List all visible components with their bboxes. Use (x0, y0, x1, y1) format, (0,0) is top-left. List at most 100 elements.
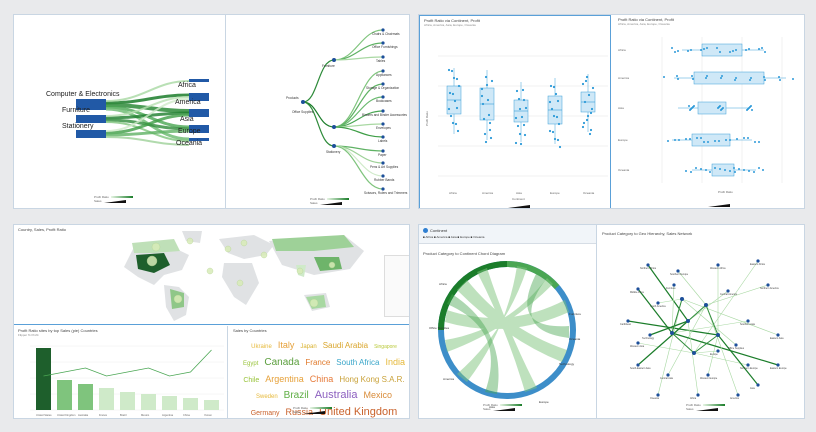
network-node (776, 333, 780, 337)
map-bubbles (146, 237, 336, 308)
tree-node (381, 122, 385, 126)
country-china (314, 257, 342, 271)
data-point (718, 140, 720, 142)
network-link (637, 288, 673, 334)
cloud-word: China (309, 373, 334, 384)
outlier-point (484, 140, 488, 144)
y-tick: America (618, 76, 629, 80)
network-link (693, 260, 759, 354)
sankey-chart: Computer & Electronics Furniture Station… (14, 15, 226, 208)
chord-ribbon (457, 280, 567, 362)
x-tick: United States (36, 413, 52, 417)
chart-title: Product Category to Geo Hierarchy, Sales… (602, 231, 693, 236)
outlier-point (582, 121, 586, 125)
data-point (696, 137, 698, 139)
outlier-point (553, 137, 557, 141)
chord-arc-furniture (506, 261, 560, 290)
outlier-point (514, 116, 518, 120)
data-point (779, 79, 781, 81)
tree-node (381, 149, 385, 153)
y-tick: Oceania (618, 168, 630, 172)
sankey-link (105, 80, 190, 102)
outlier-point (518, 132, 522, 136)
outlier-point (522, 123, 526, 127)
network-node (746, 363, 750, 367)
sankey-right-label: Africa (178, 82, 196, 89)
network-node (756, 259, 760, 263)
data-point (663, 76, 665, 78)
data-point (695, 167, 697, 169)
outlier-point (449, 114, 453, 118)
data-point (748, 170, 750, 172)
bar-line-chart: Profit Ratio sites by top Sales (pie) Co… (14, 326, 228, 418)
data-point (778, 76, 780, 78)
network-hub (704, 303, 708, 307)
network-link (649, 320, 689, 336)
filter-chip[interactable]: ■ Oceania (470, 235, 485, 239)
outlier-point (482, 117, 486, 121)
outlier-point (450, 69, 454, 73)
network-link (657, 298, 683, 396)
boxplot-legend (706, 203, 732, 207)
network-node (666, 373, 670, 377)
network-node-label: Northern Africa (640, 267, 657, 270)
data-point (736, 138, 738, 140)
outlier-point (521, 88, 525, 92)
cloud-word: Ukraine (251, 344, 272, 350)
network-node (676, 269, 680, 273)
sankey-left-label: Furniture (62, 107, 90, 114)
network-link (707, 334, 719, 376)
data-point (746, 109, 748, 111)
sankey-node (76, 130, 106, 138)
filter-chip[interactable]: ■ America (433, 235, 449, 239)
sankey-link (105, 136, 190, 146)
network-node-label: Western Europe (700, 377, 718, 380)
outlier-point (517, 97, 521, 101)
chord-label: Asia (489, 405, 495, 409)
tree-link (333, 56, 384, 61)
landmass (219, 235, 274, 259)
network-links (627, 260, 779, 396)
data-point (729, 139, 731, 141)
tree-leaf-label: Bookcases (376, 99, 392, 103)
tree-leaf-label: Office Furnishings (372, 45, 398, 49)
sankey-node (189, 79, 209, 82)
data-point (716, 47, 718, 49)
tree-leaf-label: Chairs & Chairmats (372, 32, 400, 36)
network-node (736, 393, 740, 397)
tree-leaf-label: Rubber Bands (374, 178, 395, 182)
x-tick: Africa (449, 191, 457, 195)
data-point (762, 169, 764, 171)
filter-chip[interactable]: ■ Europe (457, 235, 471, 239)
cloud-word: Australia (314, 389, 358, 402)
outlier-point (549, 84, 553, 88)
legend-profit-label: Profit Ratio (310, 197, 325, 201)
network-node-label: Northern Europe (740, 367, 758, 370)
network-node-label: Caribbean (620, 323, 632, 326)
tree-leaf-label: Paper (378, 153, 387, 157)
legend-sales-label: Sales (310, 201, 318, 205)
data-point (671, 47, 673, 49)
data-point (705, 169, 707, 171)
network-node-label: Furniture (666, 287, 676, 290)
network-link (671, 284, 675, 334)
network-node-label: South-Eastern Asia (630, 367, 651, 370)
sankey-tree-panel: Computer & Electronics Furniture Station… (13, 14, 410, 209)
filter-chip[interactable]: ■ Africa (423, 235, 434, 239)
legend-profit-label: Profit Ratio (293, 406, 308, 410)
cloud-word: Hong Kong S.A.R. (339, 374, 405, 384)
outlier-point (447, 68, 451, 72)
axis-label: Profit Ratio (425, 111, 429, 126)
map-chart: Country, Sales, Profit Ratio (14, 225, 409, 325)
country-bubble (309, 298, 319, 308)
data-point (724, 169, 726, 171)
boxplot-vertical-marks (446, 68, 596, 149)
network-link (637, 320, 689, 366)
network-link (647, 264, 689, 322)
outlier-point (556, 99, 560, 103)
filter-chip[interactable]: ■ Asia (448, 235, 458, 239)
sankey-link (105, 103, 190, 113)
continent-filter-icon[interactable] (423, 228, 428, 233)
chord-ribbon (477, 268, 537, 392)
world-map-svg (124, 231, 364, 321)
